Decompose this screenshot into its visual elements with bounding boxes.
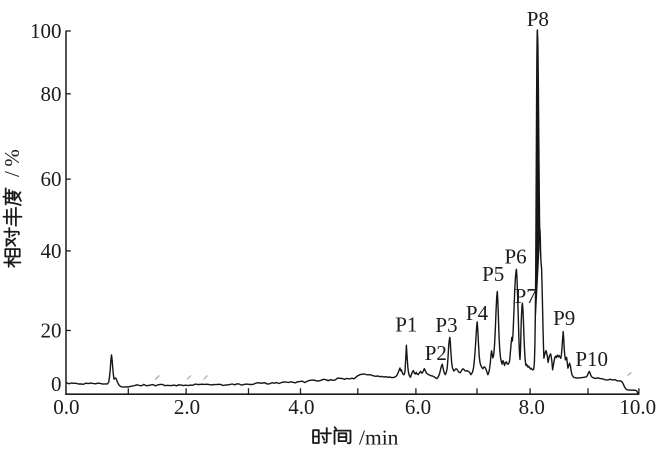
svg-text:60: 60 (41, 167, 62, 191)
svg-text:P1: P1 (395, 313, 417, 337)
svg-text:8.0: 8.0 (519, 395, 545, 419)
svg-text:100: 100 (30, 19, 62, 43)
svg-text:40: 40 (41, 239, 62, 263)
svg-text:10.0: 10.0 (619, 395, 656, 419)
svg-text:80: 80 (41, 82, 62, 106)
svg-text:0.0: 0.0 (53, 395, 79, 419)
svg-text:0: 0 (51, 372, 62, 396)
svg-text:P9: P9 (553, 306, 575, 330)
svg-text:P6: P6 (505, 245, 527, 269)
svg-text:20: 20 (41, 319, 62, 343)
svg-text:6.0: 6.0 (405, 395, 431, 419)
svg-text:P10: P10 (575, 347, 608, 371)
svg-text:P8: P8 (527, 7, 549, 31)
svg-text:P2: P2 (425, 341, 447, 365)
svg-text:P5: P5 (482, 262, 504, 286)
svg-text:/min: /min (359, 426, 399, 450)
svg-text:2.0: 2.0 (174, 395, 200, 419)
svg-text:P4: P4 (466, 301, 489, 325)
svg-text:P3: P3 (435, 313, 457, 337)
svg-text:4.0: 4.0 (288, 395, 314, 419)
svg-text:P7: P7 (515, 284, 537, 308)
svg-text:/%: /% (0, 145, 24, 177)
